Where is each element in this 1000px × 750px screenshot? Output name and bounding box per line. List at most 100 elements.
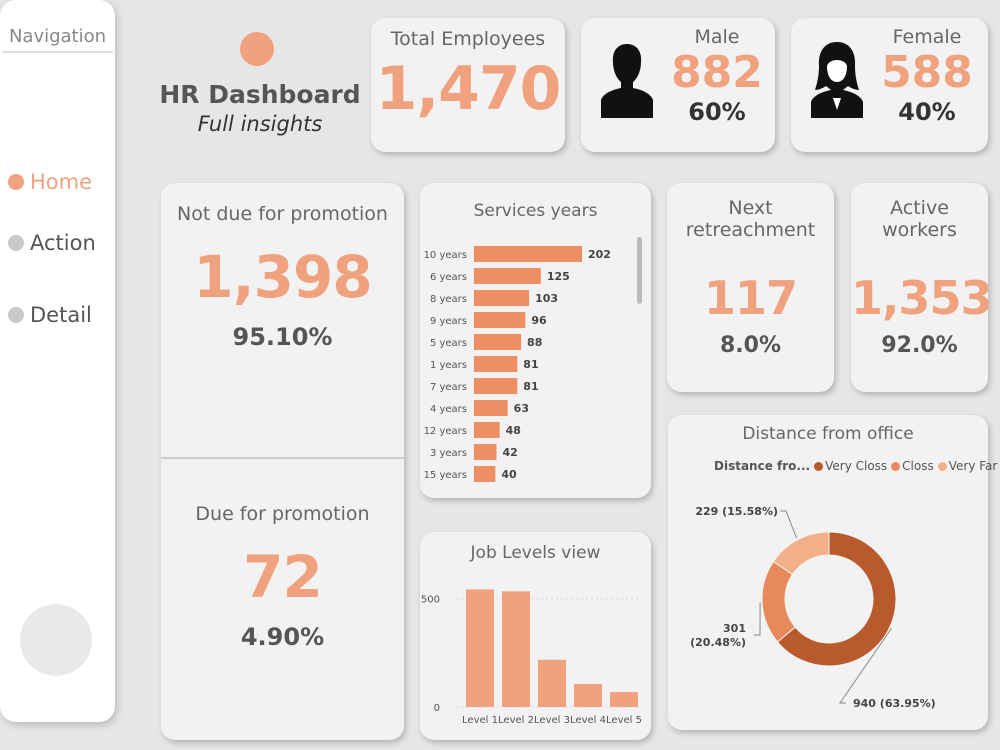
distance-leader-line [780,510,798,539]
services-bar[interactable] [474,290,530,306]
job-levels-card: Job Levels view 0 500 Level 1 Level 2 Level … [420,532,651,740]
services-category-label: 1 years [430,360,467,371]
distance-data-label: 301 (20.48%) [690,622,746,649]
male-card: Male 882 60% [581,18,775,152]
male-user-icon [601,44,653,118]
distance-leader-line [754,602,761,636]
not-due-value: 1,398 [193,243,372,311]
distance-legend: Distance fro... Very Closs Closs Very Fa… [714,459,997,473]
female-stats: Female 588 40% [879,26,975,126]
legend-item[interactable]: Very Far [937,459,998,473]
female-card: Female 588 40% [791,18,988,152]
services-value-label: 103 [535,292,558,305]
navigation-panel: Navigation Home Action Detail [0,0,115,722]
legend-label: Closs [902,459,934,473]
next-retreachment-card: Next retreachment 117 8.0% [667,183,834,392]
services-category-label: 10 years [424,250,467,261]
promotion-card: Not due for promotion 1,398 95.10% Due f… [161,183,404,740]
nav-item-label: Home [30,170,93,194]
legend-label: Very Far [948,459,998,473]
nav-item-label: Action [30,231,96,255]
services-category-label: 15 years [424,470,467,481]
promotion-divider [161,457,404,459]
services-category-label: 3 years [430,448,467,459]
distance-slice[interactable] [761,560,796,643]
avatar[interactable] [20,604,92,676]
job-levels-chart: 0 500 Level 1 Level 2 Level 3 Level 4 Level 5 [421,589,642,726]
services-value-label: 81 [523,380,538,393]
services-bar[interactable] [474,268,541,284]
navigation-title: Navigation [2,0,113,53]
job-y-tick-label: 0 [434,703,440,714]
services-bar[interactable] [474,378,518,394]
services-value-label: 202 [588,248,611,261]
services-category-label: 5 years [430,338,467,349]
services-years-card: Services years 10 years 202 6 years 125 8 ye… [420,183,651,498]
female-user-icon [811,42,863,118]
services-bar[interactable] [474,356,518,372]
job-level-bar[interactable] [465,589,495,707]
job-level-bar[interactable] [501,591,531,707]
distance-data-label: 940 (63.95%) [853,697,936,710]
next-retreachment-percent: 8.0% [719,333,781,358]
job-level-label: Level 2 [498,715,534,726]
services-bar[interactable] [474,312,526,328]
services-scrollbar[interactable] [637,237,642,304]
services-bar[interactable] [474,246,582,262]
services-value-label: 88 [527,336,542,349]
nav-item-home[interactable]: Home [8,170,92,194]
services-value-label: 125 [547,270,570,283]
distance-leader-line [839,627,892,704]
services-chart-title: Services years [473,201,598,221]
total-employees-value: 1,470 [375,54,562,124]
next-retreachment-value: 117 [703,271,798,325]
job-level-bar[interactable] [537,659,567,707]
services-bar[interactable] [474,466,496,482]
male-value: 882 [671,47,763,98]
services-category-label: 9 years [430,316,467,327]
job-level-label: Level 5 [606,715,642,726]
legend-item[interactable]: Closs [891,459,934,473]
services-category-label: 8 years [430,294,467,305]
job-level-bar[interactable] [609,692,639,707]
distance-card: Distance from office Distance fro... Ver… [668,415,997,730]
services-value-label: 81 [523,358,538,371]
services-bar[interactable] [474,444,497,460]
male-label: Male [694,26,740,48]
legend-dot-icon [891,461,901,471]
job-level-label: Level 3 [534,715,570,726]
job-level-label: Level 4 [570,715,606,726]
active-workers-value: 1,353 [851,271,993,325]
nav-item-action[interactable]: Action [8,231,96,255]
services-value-label: 48 [506,424,521,437]
services-value-label: 63 [514,402,529,415]
due-percent: 4.90% [240,623,325,651]
legend-dot-icon [814,461,824,471]
nav-item-label: Detail [30,303,92,327]
services-category-label: 7 years [430,382,467,393]
logo-circle-icon [240,32,274,66]
female-value: 588 [881,47,973,98]
services-value-label: 40 [501,468,517,481]
distance-slice[interactable] [776,531,897,667]
services-bar[interactable] [474,400,508,416]
job-levels-title: Job Levels view [470,543,601,563]
services-bar[interactable] [474,334,522,350]
legend-item[interactable]: Very Closs [814,459,887,473]
distance-data-label: 229 (15.58%) [695,505,778,518]
male-stats: Male 882 60% [669,26,765,126]
total-employees-card: Total Employees 1,470 [371,18,565,152]
services-category-label: 12 years [424,426,467,437]
active-workers-card: Active workers 1,353 92.0% [851,183,993,392]
female-label: Female [892,26,962,48]
total-employees-label: Total Employees [390,28,546,50]
distance-slice[interactable] [772,531,830,576]
job-level-bar[interactable] [573,684,603,707]
nav-dot-icon [8,235,24,251]
female-percent: 40% [898,98,956,126]
next-retreachment-label: Next retreachment [685,197,816,241]
active-workers-label: Active workers [882,197,957,241]
not-due-percent: 95.10% [232,323,333,351]
services-bar[interactable] [474,422,500,438]
nav-item-detail[interactable]: Detail [8,303,92,327]
